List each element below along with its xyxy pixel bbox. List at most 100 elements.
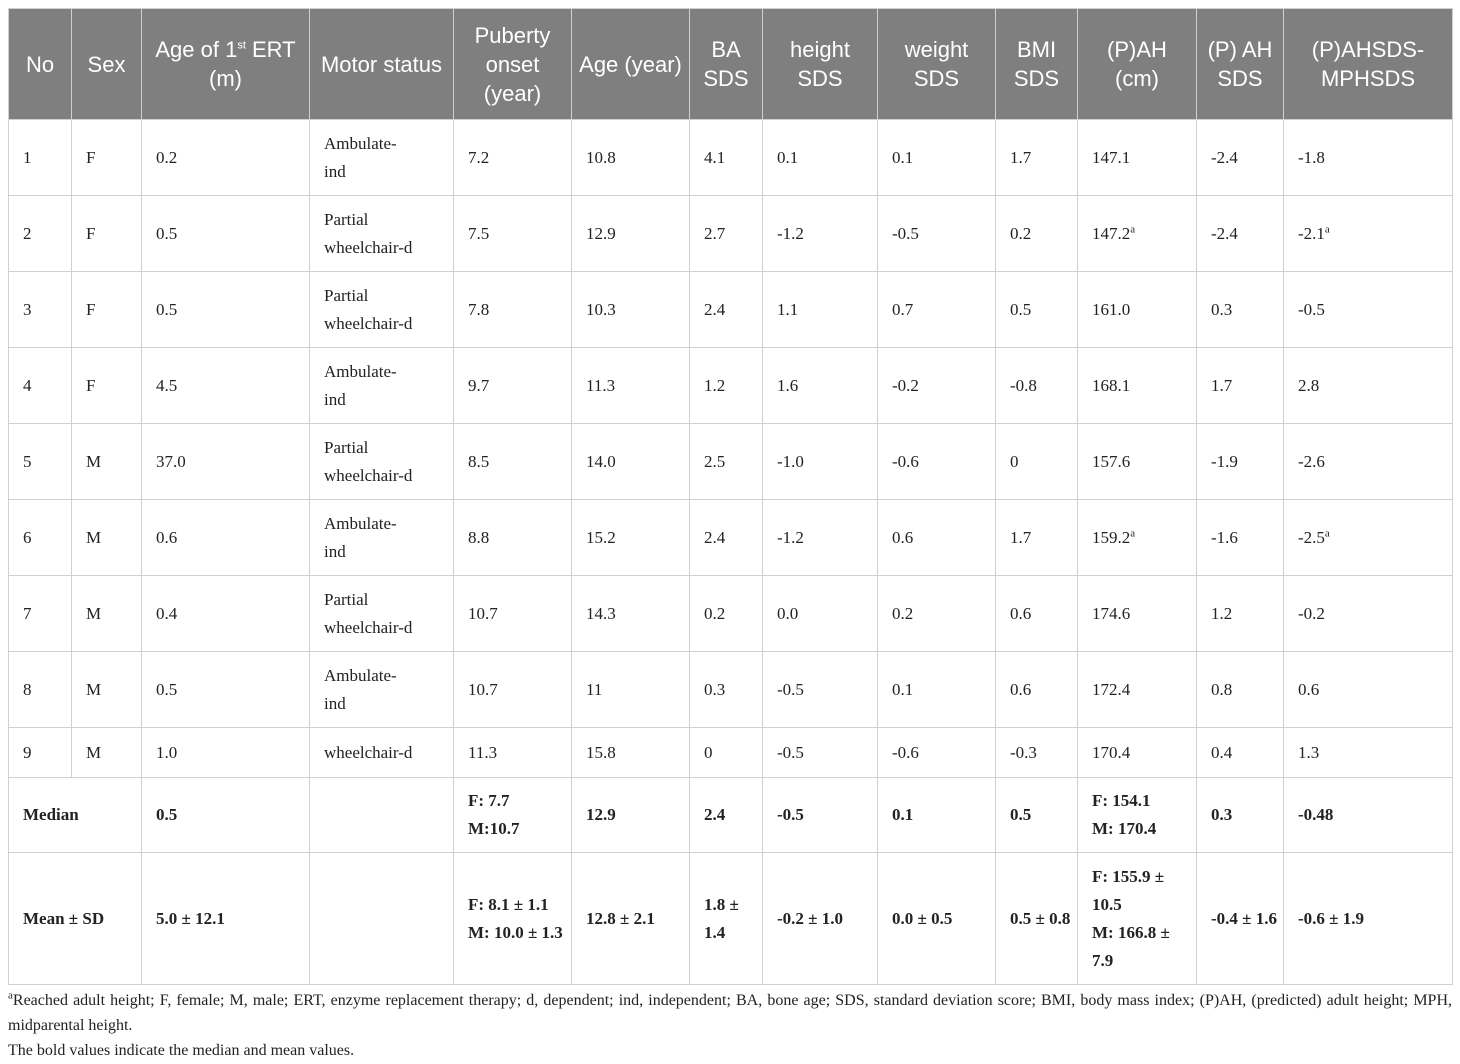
cell-text: F — [86, 375, 96, 395]
cell-text: 3 — [23, 299, 32, 319]
footnote: The bold values indicate the median and … — [8, 1038, 1452, 1063]
table-cell: 1.7 — [995, 499, 1078, 576]
cell-text: height SDS — [790, 37, 850, 91]
cell-text: 10.7 — [468, 679, 498, 699]
superscript: a — [1130, 222, 1136, 235]
summary-cell: F: 8.1 ± 1.1 M: 10.0 ± 1.3 — [453, 852, 572, 985]
cell-text: 1.0 — [156, 742, 178, 762]
table-cell: -1.0 — [762, 423, 878, 500]
cell-text: F — [86, 147, 96, 167]
table-cell: 2.5 — [689, 423, 763, 500]
cell-text: -0.48 — [1298, 805, 1334, 824]
summary-cell: F: 155.9 ± 10.5 M: 166.8 ± 7.9 — [1077, 852, 1197, 985]
summary-cell: F: 154.1 M: 170.4 — [1077, 777, 1197, 853]
cell-text: Sex — [87, 51, 126, 77]
cell-text: 0.1 — [892, 147, 914, 167]
cell-text: 5.0 ± 12.1 — [156, 908, 225, 928]
header-cell: BA SDS — [689, 8, 763, 120]
table-cell: -1.6 — [1196, 499, 1284, 576]
cell-text: The bold values indicate the median and … — [8, 1042, 355, 1059]
table-cell: 1.7 — [995, 119, 1078, 196]
cell-text: 12.9 — [586, 805, 616, 824]
cell-text: 0.5 — [156, 299, 178, 319]
cell-text: -0.5 — [777, 805, 804, 824]
table-cell: 147.2a — [1077, 195, 1197, 272]
cell-text: 147.1 — [1092, 147, 1131, 167]
table-cell: Partial wheelchair-d — [309, 423, 454, 500]
cell-text: (P)AH (cm) — [1107, 37, 1167, 91]
table-cell: Partial wheelchair-d — [309, 195, 454, 272]
header-row: No Sex Age of 1st ERT (m) Motor status Puber… — [8, 8, 1453, 120]
cell-text: 8.8 — [468, 527, 490, 547]
table-cell: 6 — [8, 499, 72, 576]
cell-text: 0.2 — [1010, 223, 1032, 243]
table-cell: -2.4 — [1196, 119, 1284, 196]
table-cell: 161.0 — [1077, 271, 1197, 348]
cell-text: 0.3 — [1211, 299, 1233, 319]
table-body: 1 F 0.2 Ambulate-ind 7.2 10.8 4.1 0.1 0.1 1.7 147.… — [8, 119, 1453, 985]
table-cell: 172.4 — [1077, 651, 1197, 728]
cell-text: 0.3 — [704, 679, 726, 699]
cell-text: Partial wheelchair-d — [324, 209, 413, 257]
superscript: a — [1324, 526, 1330, 539]
table-cell: 4.1 — [689, 119, 763, 196]
cell-text: 1.3 — [1298, 742, 1320, 762]
cell-text: BA SDS — [703, 37, 749, 91]
cell-text: 14.0 — [586, 451, 616, 471]
cell-text: F — [86, 223, 96, 243]
table-cell: Partial wheelchair-d — [309, 575, 454, 652]
cell-text: 8.5 — [468, 451, 490, 471]
cell-text: 15.2 — [586, 527, 616, 547]
cell-text: 2.4 — [704, 527, 726, 547]
table-row: 9 M 1.0 wheelchair-d 11.3 15.8 0 -0.5 -0.6 -0.3 17… — [8, 727, 1453, 778]
table-cell: 3 — [8, 271, 72, 348]
table-cell: 5 — [8, 423, 72, 500]
table-cell: M — [71, 651, 142, 728]
cell-text: 157.6 — [1092, 451, 1131, 471]
table-cell: -0.6 — [877, 727, 996, 778]
summary-cell: 2.4 — [689, 777, 763, 853]
table-cell: Ambulate-ind — [309, 651, 454, 728]
header-cell: height SDS — [762, 8, 878, 120]
cell-line: F: 155.9 ± 10.5 — [1092, 866, 1165, 914]
cell-text: 161.0 — [1092, 299, 1131, 319]
table-cell: F — [71, 195, 142, 272]
cell-text: -1.9 — [1211, 451, 1238, 471]
header-cell: BMI SDS — [995, 8, 1078, 120]
table-cell: 1.7 — [1196, 347, 1284, 424]
cell-text: 0.5 — [1010, 805, 1032, 824]
table-cell: 0.8 — [1196, 651, 1284, 728]
table-cell: 10.7 — [453, 575, 572, 652]
table-cell: 1.1 — [762, 271, 878, 348]
cell-line: F: 154.1 — [1092, 791, 1151, 810]
table-cell: 11 — [571, 651, 690, 728]
table-cell: -2.4 — [1196, 195, 1284, 272]
table-cell: -1.8 — [1283, 119, 1453, 196]
cell-text: 2.7 — [704, 223, 726, 243]
table-cell: -0.5 — [762, 727, 878, 778]
cell-line: F: 8.1 ± 1.1 — [468, 894, 549, 914]
cell-text: 1 — [23, 147, 32, 167]
cell-text: Partial wheelchair-d — [324, 437, 413, 485]
header-cell: weight SDS — [877, 8, 996, 120]
superscript: a — [1324, 222, 1330, 235]
cell-text: 159.2 — [1092, 527, 1131, 547]
table-cell: 168.1 — [1077, 347, 1197, 424]
table-cell: Partial wheelchair-d — [309, 271, 454, 348]
summary-cell: -0.4 ± 1.6 — [1196, 852, 1284, 985]
table-cell: 0.3 — [689, 651, 763, 728]
cell-text: 0.6 — [892, 527, 914, 547]
table-cell: 15.2 — [571, 499, 690, 576]
cell-text: -1.2 — [777, 223, 804, 243]
cell-text: 7 — [23, 603, 32, 623]
cell-text: -0.4 ± 1.6 — [1211, 908, 1277, 928]
table-cell: -0.6 — [877, 423, 996, 500]
table-cell: Ambulate-ind — [309, 347, 454, 424]
table-cell: 7 — [8, 575, 72, 652]
cell-text: 7.5 — [468, 223, 490, 243]
cell-text: 2.4 — [704, 299, 726, 319]
cell-text: Partial wheelchair-d — [324, 285, 413, 333]
cell-text: 0.6 — [1010, 679, 1032, 699]
table-cell: 2.4 — [689, 271, 763, 348]
cell-text: -0.8 — [1010, 375, 1037, 395]
